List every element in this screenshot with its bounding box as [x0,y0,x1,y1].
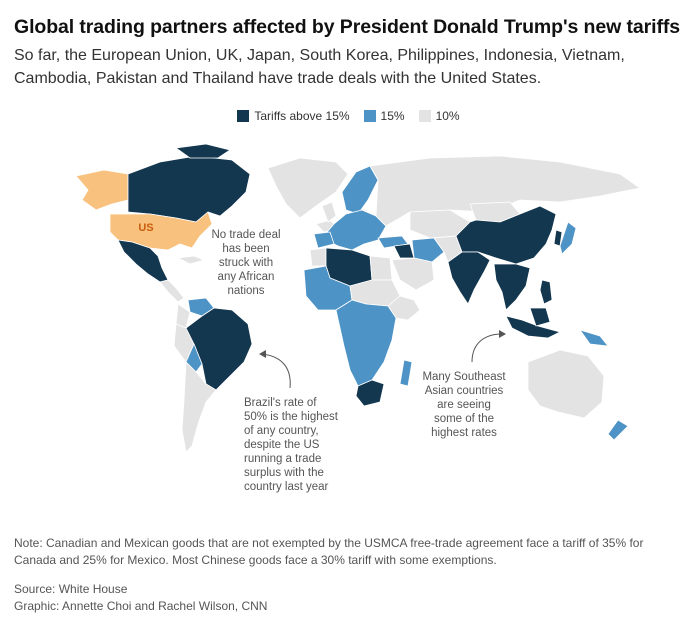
country-canada [127,155,251,223]
country-uk [321,201,337,223]
legend-item-10: 10% [418,109,460,123]
country-australia [527,349,605,419]
annotation-asia-arrowhead [499,330,506,338]
legend-swatch-15 [363,110,376,122]
legend-label-10: 10% [435,109,460,123]
country-us-alaska [75,169,129,211]
svg-text:Brazil's rate of: Brazil's rate of [244,397,317,409]
annotation-brazil-arrowhead [259,350,266,358]
country-russia [369,155,641,227]
country-china [455,205,557,265]
svg-text:Many Southeast: Many Southeast [422,371,506,383]
svg-text:nations: nations [227,285,264,297]
legend-item-above-15: Tariffs above 15% [237,109,350,123]
legend-label-above-15: Tariffs above 15% [254,109,350,123]
country-syria-iraq [393,243,415,259]
region-central-africa [335,299,397,387]
svg-text:of any country,: of any country, [244,425,319,437]
svg-text:Asian countries: Asian countries [425,385,504,397]
svg-text:despite the US: despite the US [244,439,320,451]
source-text: Source: White House [14,582,128,596]
us-label: US [138,222,153,234]
legend-item-15: 15% [363,109,405,123]
world-map: US No trade deal has been struck with an… [75,143,641,493]
region-scandinavia [341,165,379,215]
legend-swatch-above-15 [237,110,250,122]
country-greenland [267,157,349,219]
country-philippines [539,279,553,305]
svg-text:50% is the highest: 50% is the highest [244,411,339,423]
annotation-africa: No trade deal has been struck with any A… [211,229,280,297]
svg-text:has been: has been [222,243,269,255]
annotation-asia-arrow [471,333,503,363]
annotation-brazil-arrow [261,353,291,389]
credit-text: Graphic: Annette Choi and Rachel Wilson,… [14,599,268,613]
country-egypt [369,255,393,281]
svg-text:some of the: some of the [434,413,494,425]
country-india [447,251,491,305]
svg-text:surplus with the: surplus with the [244,467,324,479]
country-colombia [175,303,191,329]
country-madagascar [399,359,413,387]
region-caribbean [177,255,205,265]
country-papua-new-guinea [579,329,609,347]
source-block: Source: White House Graphic: Annette Cho… [14,581,267,615]
country-japan [559,221,577,255]
svg-text:are seeing: are seeing [437,399,491,411]
country-canada-islands [175,143,231,159]
country-morocco [309,247,327,267]
country-new-zealand [607,419,629,441]
annotation-brazil: Brazil's rate of 50% is the highest of a… [244,397,339,493]
svg-text:No trade deal: No trade deal [211,229,280,241]
svg-text:country last year: country last year [244,481,329,493]
svg-text:running a trade: running a trade [244,453,321,465]
legend-label-15: 15% [380,109,405,123]
svg-text:highest rates: highest rates [431,427,497,439]
country-borneo [529,307,551,327]
footnote: Note: Canadian and Mexican goods that ar… [14,536,644,567]
country-iran [411,237,445,263]
chart-subtitle: So far, the European Union, UK, Japan, S… [14,47,625,87]
svg-text:any African: any African [218,271,275,283]
region-southern-cone [181,361,217,453]
region-arabia [391,257,435,291]
region-southeast-asia [493,263,531,311]
region-central-america [159,279,185,303]
country-south-africa [355,379,385,407]
legend-swatch-10 [418,110,431,122]
country-spain-portugal [313,231,335,249]
annotation-asia: Many Southeast Asian countries are seein… [422,371,506,439]
legend: Tariffs above 15% 15% 10% [0,109,697,123]
svg-text:struck with: struck with [219,257,273,269]
chart-title: Global trading partners affected by Pres… [14,16,680,38]
country-indonesia [505,315,561,339]
